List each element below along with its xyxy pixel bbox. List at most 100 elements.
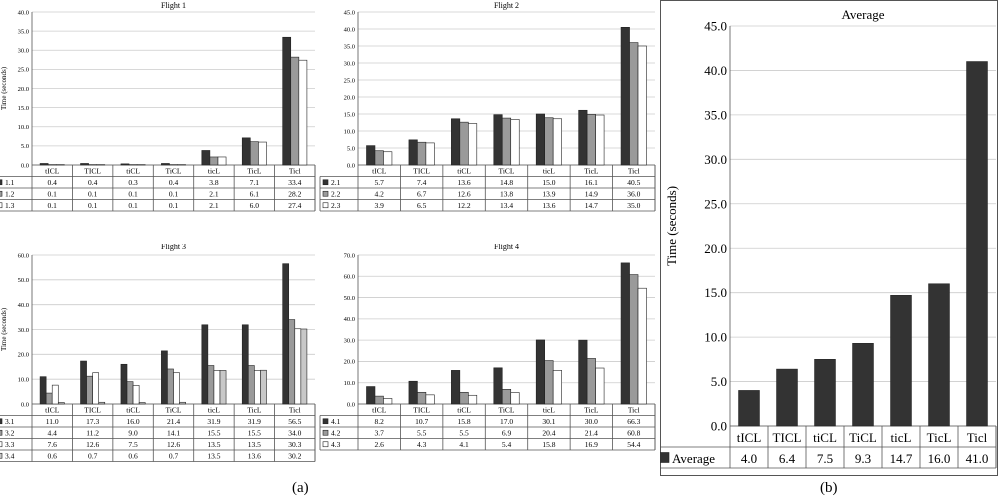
data-label: 7.5 (817, 451, 833, 466)
legend-swatch (0, 441, 3, 448)
x-tick-label: Ticl (967, 430, 988, 445)
x-tick-label: Ticl (628, 167, 640, 176)
y-tick-label: 25.0 (704, 196, 727, 211)
data-label: 13.5 (207, 452, 220, 461)
x-tick-label: ticL (208, 167, 220, 176)
x-tick-label: TicL (247, 406, 262, 415)
x-tick-label: TiCL (166, 406, 182, 415)
x-tick-label: Ticl (628, 406, 640, 415)
bar (120, 363, 128, 405)
bar (366, 386, 376, 405)
bar (132, 385, 140, 405)
bar (852, 343, 874, 427)
bar (161, 163, 170, 166)
bar (294, 328, 302, 405)
legend-label: 1.2 (5, 190, 15, 199)
legend-swatch (322, 441, 329, 448)
bar (425, 394, 435, 405)
bar (417, 141, 427, 166)
chart-title: Flight 4 (494, 244, 519, 251)
data-label: 4.3 (417, 440, 427, 449)
data-label: 36.0 (627, 190, 640, 199)
data-label: 12.6 (458, 190, 471, 199)
legend-label: 3.2 (5, 429, 15, 438)
x-tick-label: tICL (45, 406, 60, 415)
bar (814, 359, 836, 427)
data-label: 15.0 (542, 178, 555, 187)
bar (300, 328, 308, 405)
data-label: 60.8 (627, 429, 640, 438)
legend-swatch (0, 429, 3, 436)
bar (535, 339, 545, 405)
data-label: 10.7 (415, 417, 428, 426)
y-tick-label: 35.0 (704, 107, 727, 122)
bar (290, 56, 300, 166)
data-label: 11.2 (86, 429, 99, 438)
x-tick-label: ticL (543, 167, 555, 176)
data-label: 13.6 (248, 452, 261, 461)
data-label: 34.0 (288, 429, 301, 438)
data-label: 0.1 (88, 190, 98, 199)
bar (366, 145, 376, 166)
y-tick-label: 40.0 (18, 302, 29, 309)
bar (219, 370, 227, 405)
data-label: 0.1 (169, 201, 179, 210)
bar (282, 263, 290, 405)
y-tick-label: 15.0 (704, 285, 727, 300)
x-tick-label: TicL (927, 430, 952, 445)
bar (383, 151, 393, 166)
bar (98, 401, 106, 405)
data-label: 21.4 (167, 417, 180, 426)
bar (282, 36, 292, 166)
x-tick-label: TicL (247, 167, 262, 176)
data-label: 27.4 (288, 201, 301, 210)
y-tick-label: 10.0 (18, 124, 29, 131)
data-label: 16.0 (928, 451, 951, 466)
legend-label: Average (672, 451, 715, 466)
data-label: 7.5 (128, 440, 138, 449)
chart-flight-2: Flight 2 0.0 5.0 10.0 15.0 20.0 25.0 30.0 35.0 40… (318, 0, 658, 240)
y-tick-label: 70.0 (344, 252, 355, 259)
data-label: 2.6 (375, 440, 385, 449)
chart-title: Flight 2 (494, 1, 519, 10)
x-tick-label: TicL (584, 406, 599, 415)
chart-title: Flight 3 (161, 244, 186, 251)
bar (578, 339, 588, 405)
data-label: 9.0 (128, 429, 138, 438)
y-tick-label: 5.0 (347, 145, 355, 152)
data-label: 4.0 (741, 451, 757, 466)
bar (120, 163, 130, 166)
data-label: 0.7 (88, 452, 98, 461)
y-axis-label: Time (seconds) (0, 307, 8, 351)
legend-swatch (0, 202, 3, 209)
data-label: 13.9 (542, 190, 555, 199)
bar (201, 324, 209, 405)
data-label: 0.4 (48, 178, 58, 187)
data-label: 41.0 (966, 451, 989, 466)
data-label: 0.1 (128, 190, 138, 199)
x-tick-label: TiCL (499, 167, 515, 176)
y-tick-label: 15.0 (18, 105, 29, 112)
data-label: 15.5 (207, 429, 220, 438)
data-label: 6.5 (417, 201, 427, 210)
data-label: 13.5 (207, 440, 220, 449)
data-label: 17.3 (86, 417, 99, 426)
bar (408, 139, 418, 166)
data-label: 31.9 (248, 417, 261, 426)
y-tick-label: 30.0 (18, 48, 29, 55)
legend-label: 2.3 (331, 201, 341, 210)
bar (298, 59, 308, 166)
bar (928, 283, 950, 427)
bar (213, 370, 221, 405)
data-label: 15.8 (458, 417, 471, 426)
legend-swatch (322, 190, 329, 197)
bar (544, 360, 554, 405)
data-label: 0.3 (128, 178, 138, 187)
data-label: 6.1 (250, 190, 260, 199)
chart-average: Average 0.0 5.0 10.0 15.0 20.0 25.0 30.0 35.0 40.… (655, 0, 998, 476)
bar (250, 141, 259, 166)
data-label: 3.9 (375, 201, 385, 210)
bar (595, 367, 605, 405)
bar (501, 389, 512, 405)
data-label: 40.5 (627, 178, 640, 187)
